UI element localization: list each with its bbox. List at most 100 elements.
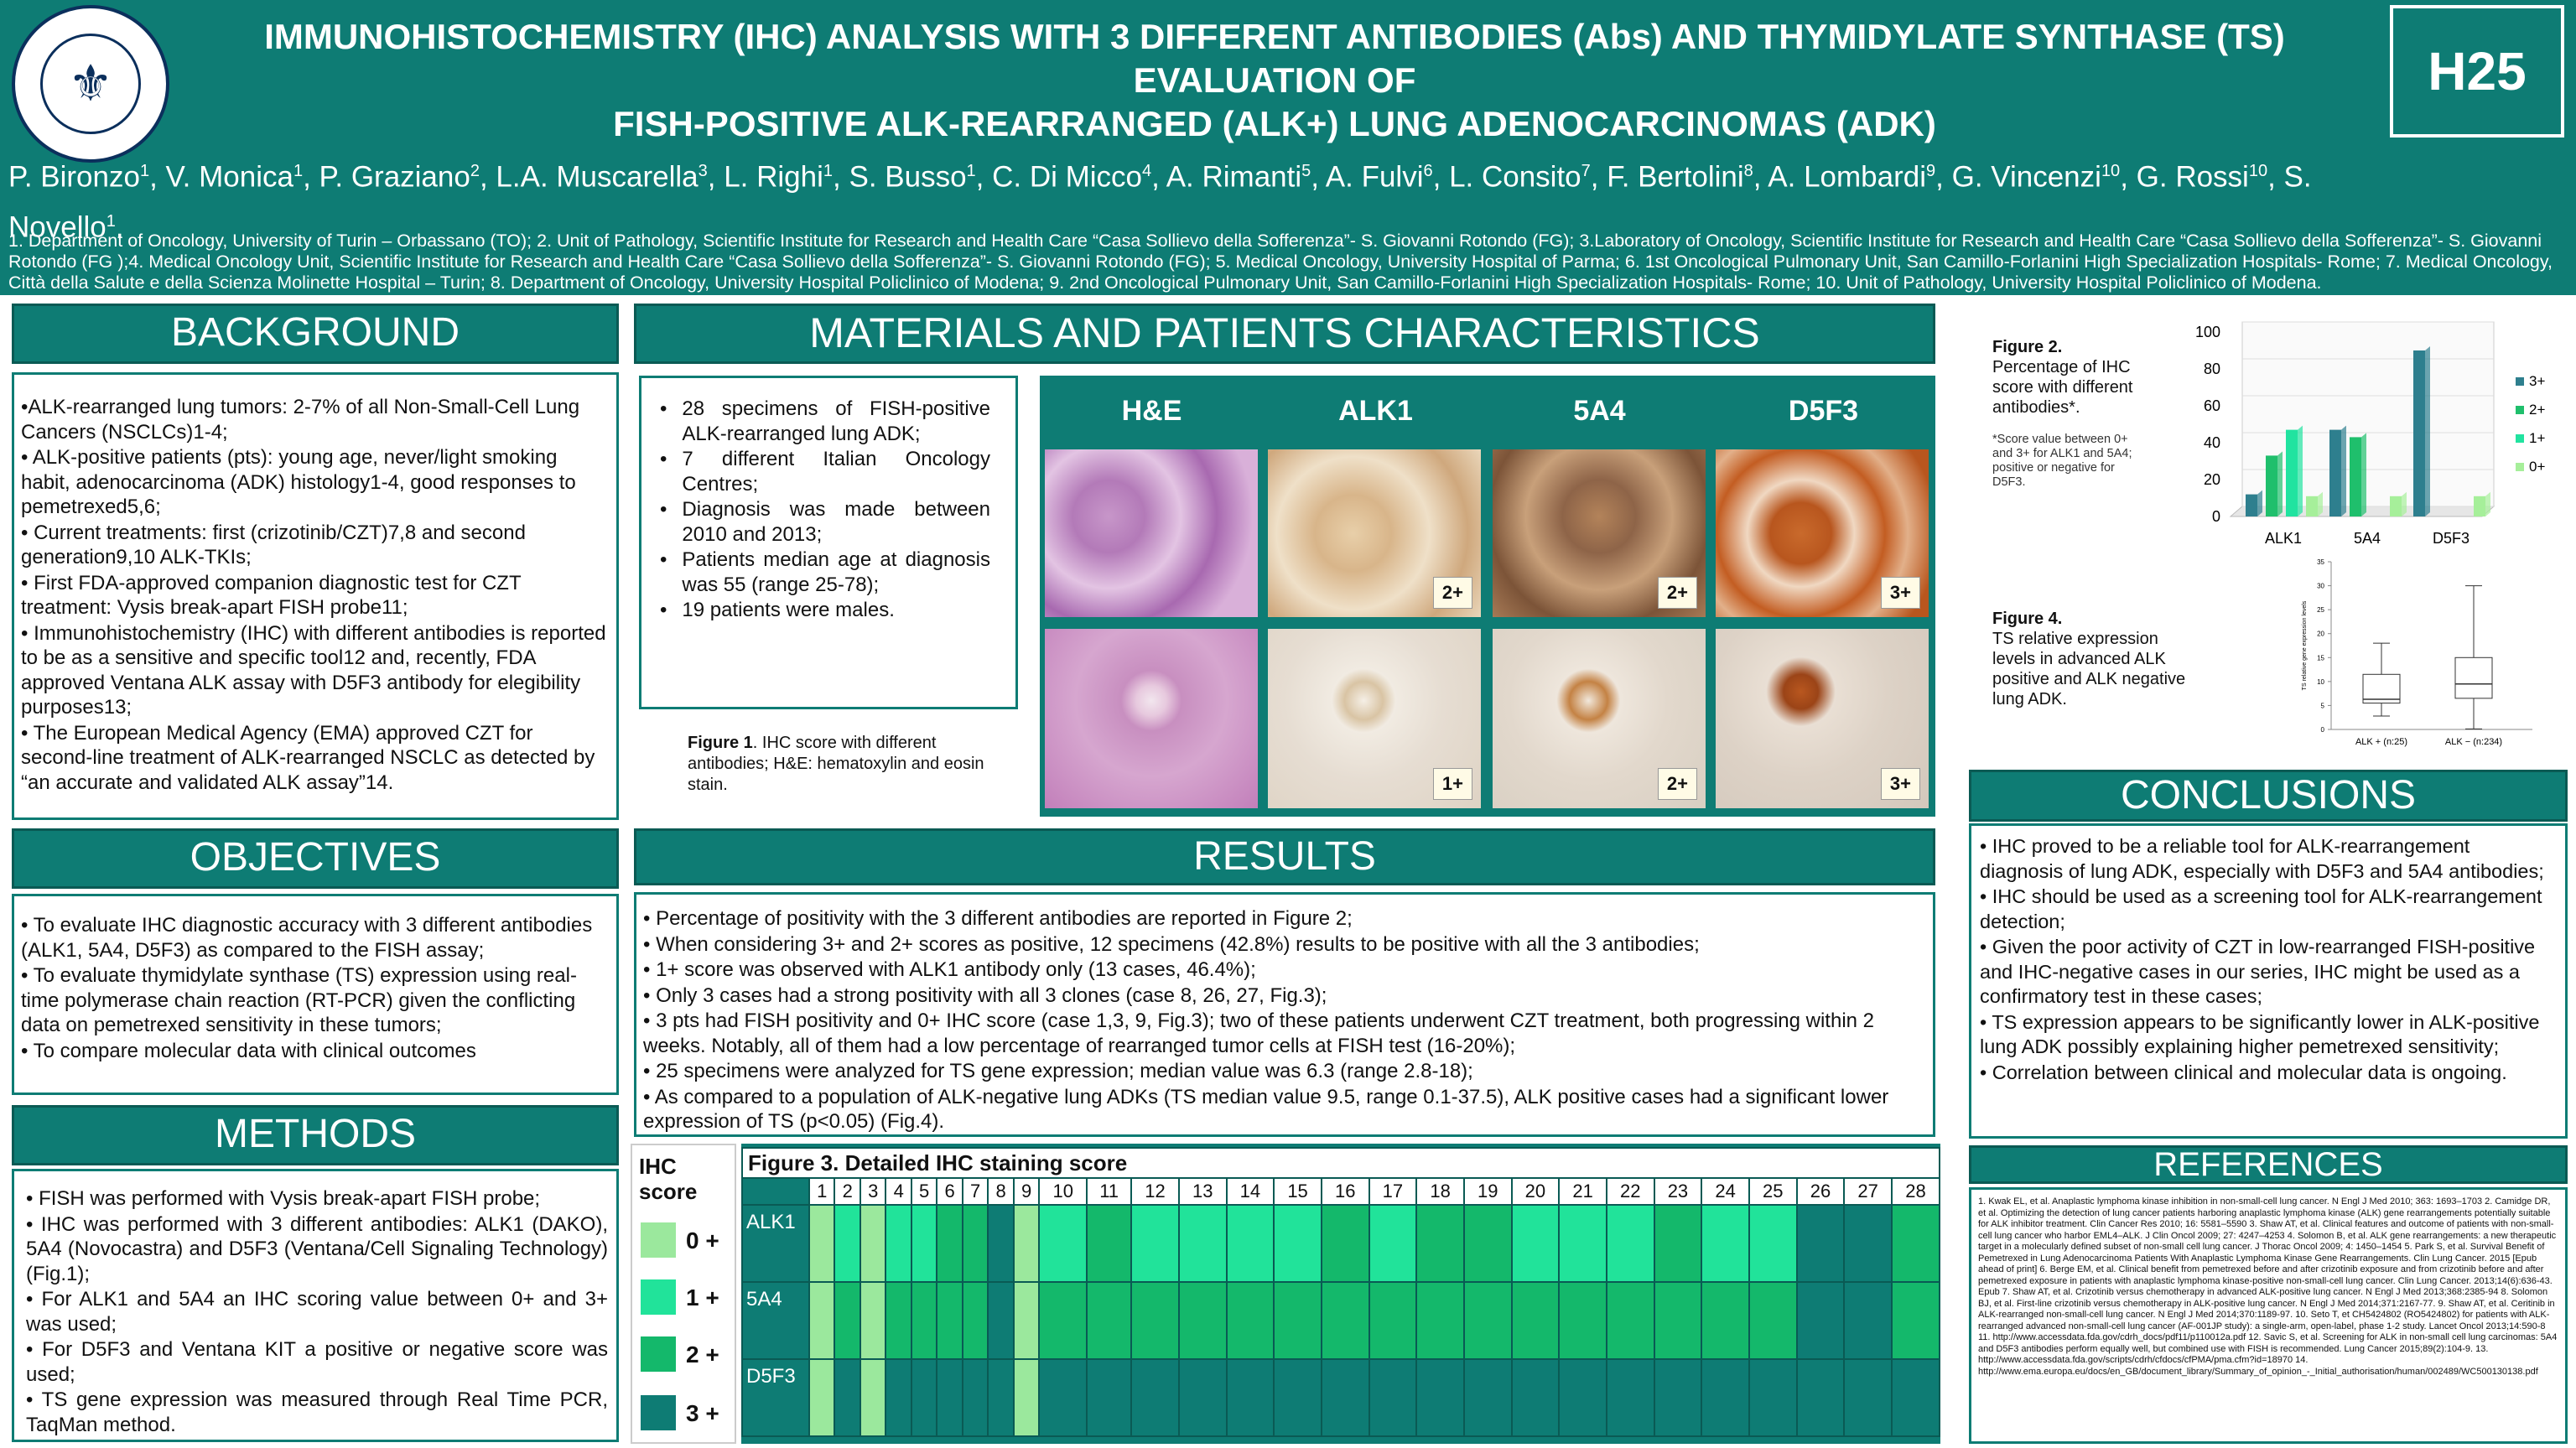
score-cell — [808, 1281, 836, 1360]
header-5a4: 5A4 — [1573, 395, 1626, 427]
column-header: 5 — [910, 1177, 938, 1206]
header-alk1: ALK1 — [1338, 395, 1413, 427]
score-cell — [1795, 1204, 1846, 1283]
list-item-text: Patients median age at diagnosis was 55 … — [682, 548, 990, 596]
score-cell — [1225, 1281, 1275, 1360]
score-cell — [961, 1204, 989, 1283]
methods-box: • FISH was performed with Vysis break-ap… — [12, 1169, 619, 1442]
header-d5f3: D5F3 — [1788, 395, 1859, 427]
d5f3-image-row1: 3+ — [1716, 449, 1929, 617]
legend-label: 2+ — [2529, 402, 2545, 418]
score-cell — [1038, 1281, 1088, 1360]
author-name: G. Vincenzi — [1951, 160, 2101, 194]
column-header: 16 — [1320, 1177, 1370, 1206]
list-item: • Patients median age at diagnosis was 55… — [660, 548, 990, 598]
score-cell — [1843, 1281, 1893, 1360]
bullet: • — [660, 448, 667, 470]
column-header: 2 — [834, 1177, 861, 1206]
score-cell — [859, 1358, 887, 1437]
author-affiliation-sup: 8 — [1743, 162, 1753, 180]
y-tick-label: 80 — [2204, 361, 2220, 377]
score-cell — [885, 1281, 912, 1360]
materials-list: • 28 specimens of FISH-positive ALK-rearr… — [660, 397, 990, 623]
score-cell — [834, 1358, 861, 1437]
score-cell — [936, 1204, 963, 1283]
score-cell — [1415, 1358, 1465, 1437]
score-badge: 3+ — [1880, 577, 1920, 609]
score-cell — [910, 1204, 938, 1283]
column-header: 17 — [1368, 1177, 1418, 1206]
legend-swatch — [2516, 434, 2524, 443]
score-cell — [1368, 1281, 1418, 1360]
list-item: • Percentage of positivity with the 3 di… — [643, 907, 1353, 930]
background-title: BACKGROUND — [170, 310, 460, 355]
author-affiliation-sup: 1 — [823, 162, 834, 180]
materials-title: MATERIALS AND PATIENTS CHARACTERISTICS — [809, 309, 1760, 356]
background-header: BACKGROUND — [12, 304, 619, 364]
references-header: REFERENCES — [1969, 1145, 2568, 1184]
column-header: 25 — [1748, 1177, 1798, 1206]
x-tick-label: D5F3 — [2433, 530, 2470, 547]
legend-swatch — [2516, 463, 2524, 471]
bar-side-0+ — [2318, 491, 2323, 516]
bar-side-3+ — [2257, 490, 2262, 516]
bar-side-3+ — [2425, 346, 2430, 516]
bar-2+ — [2350, 437, 2361, 516]
score-cell — [1415, 1281, 1465, 1360]
score-cell — [1273, 1204, 1322, 1283]
score-cell — [1368, 1204, 1418, 1283]
legend-label: 3+ — [2529, 373, 2545, 389]
x-tick-label: ALK1 — [2265, 530, 2302, 547]
score-cell — [1795, 1281, 1846, 1360]
bar-side-1+ — [2298, 425, 2303, 516]
figure1-label: Figure 1 — [688, 734, 753, 752]
list-item: • 25 specimens were analyzed for TS gene… — [643, 1060, 1473, 1082]
list-item-text: 28 specimens of FISH-positive ALK-rearra… — [682, 397, 990, 445]
legend-label: 0+ — [2529, 459, 2545, 475]
score-cell — [961, 1358, 989, 1437]
list-item: • ALK-positive patients (pts): young age… — [21, 446, 576, 518]
legend-label-3: 3 + — [686, 1400, 719, 1426]
materials-box: • 28 specimens of FISH-positive ALK-rearr… — [639, 376, 1018, 709]
score-cell — [1510, 1281, 1561, 1360]
bar-side-0+ — [2485, 491, 2490, 516]
column-header: 23 — [1653, 1177, 1703, 1206]
column-header: 1 — [808, 1177, 836, 1206]
legend-swatch — [2516, 377, 2524, 386]
score-cell — [1225, 1358, 1275, 1437]
author-name: P. Bironzo — [8, 160, 140, 194]
score-cell — [1605, 1281, 1655, 1360]
score-cell — [987, 1358, 1015, 1437]
score-cell — [834, 1204, 861, 1283]
list-item: • 3 pts had FISH positivity and 0+ IHC s… — [643, 1009, 1875, 1057]
list-item: • Current treatments: first (crizotinib/… — [21, 521, 526, 569]
column-header: 26 — [1795, 1177, 1846, 1206]
score-cell — [1510, 1204, 1561, 1283]
methods-list: • FISH was performed with Vysis break-ap… — [26, 1186, 608, 1437]
list-item: • FISH was performed with Vysis break-ap… — [26, 1187, 541, 1210]
score-cell — [1086, 1204, 1133, 1283]
column-header: 18 — [1415, 1177, 1465, 1206]
column-header: 12 — [1130, 1177, 1180, 1206]
objectives-list: • To evaluate IHC diagnostic accuracy wi… — [21, 913, 608, 1063]
score-cell — [1462, 1358, 1513, 1437]
score-cell — [1605, 1204, 1655, 1283]
objectives-title: OBJECTIVES — [190, 835, 441, 880]
score-cell — [808, 1358, 836, 1437]
figure1-caption: Figure 1. IHC score with different antib… — [688, 733, 998, 796]
score-cell — [1653, 1281, 1703, 1360]
score-cell — [1748, 1281, 1798, 1360]
score-cell — [1368, 1358, 1418, 1437]
figure3-ihc-table: Figure 3. Detailed IHC staining score 1 2 3… — [741, 1147, 1941, 1437]
author-name: G. Rossi — [2136, 160, 2249, 194]
poster-id-box: H25 — [2390, 5, 2564, 138]
bar-0+ — [2306, 496, 2318, 516]
bullet: • — [660, 498, 667, 521]
score-cell — [859, 1204, 887, 1283]
list-item: • Correlation between clinical and molec… — [1980, 1061, 2507, 1083]
score-cell — [1558, 1204, 1607, 1283]
figure3-title: Figure 3. Detailed IHC staining score — [741, 1147, 1940, 1179]
column-header: 11 — [1086, 1177, 1133, 1206]
bar-side-0+ — [2402, 491, 2407, 516]
x-tick-label: 5A4 — [2354, 530, 2381, 547]
